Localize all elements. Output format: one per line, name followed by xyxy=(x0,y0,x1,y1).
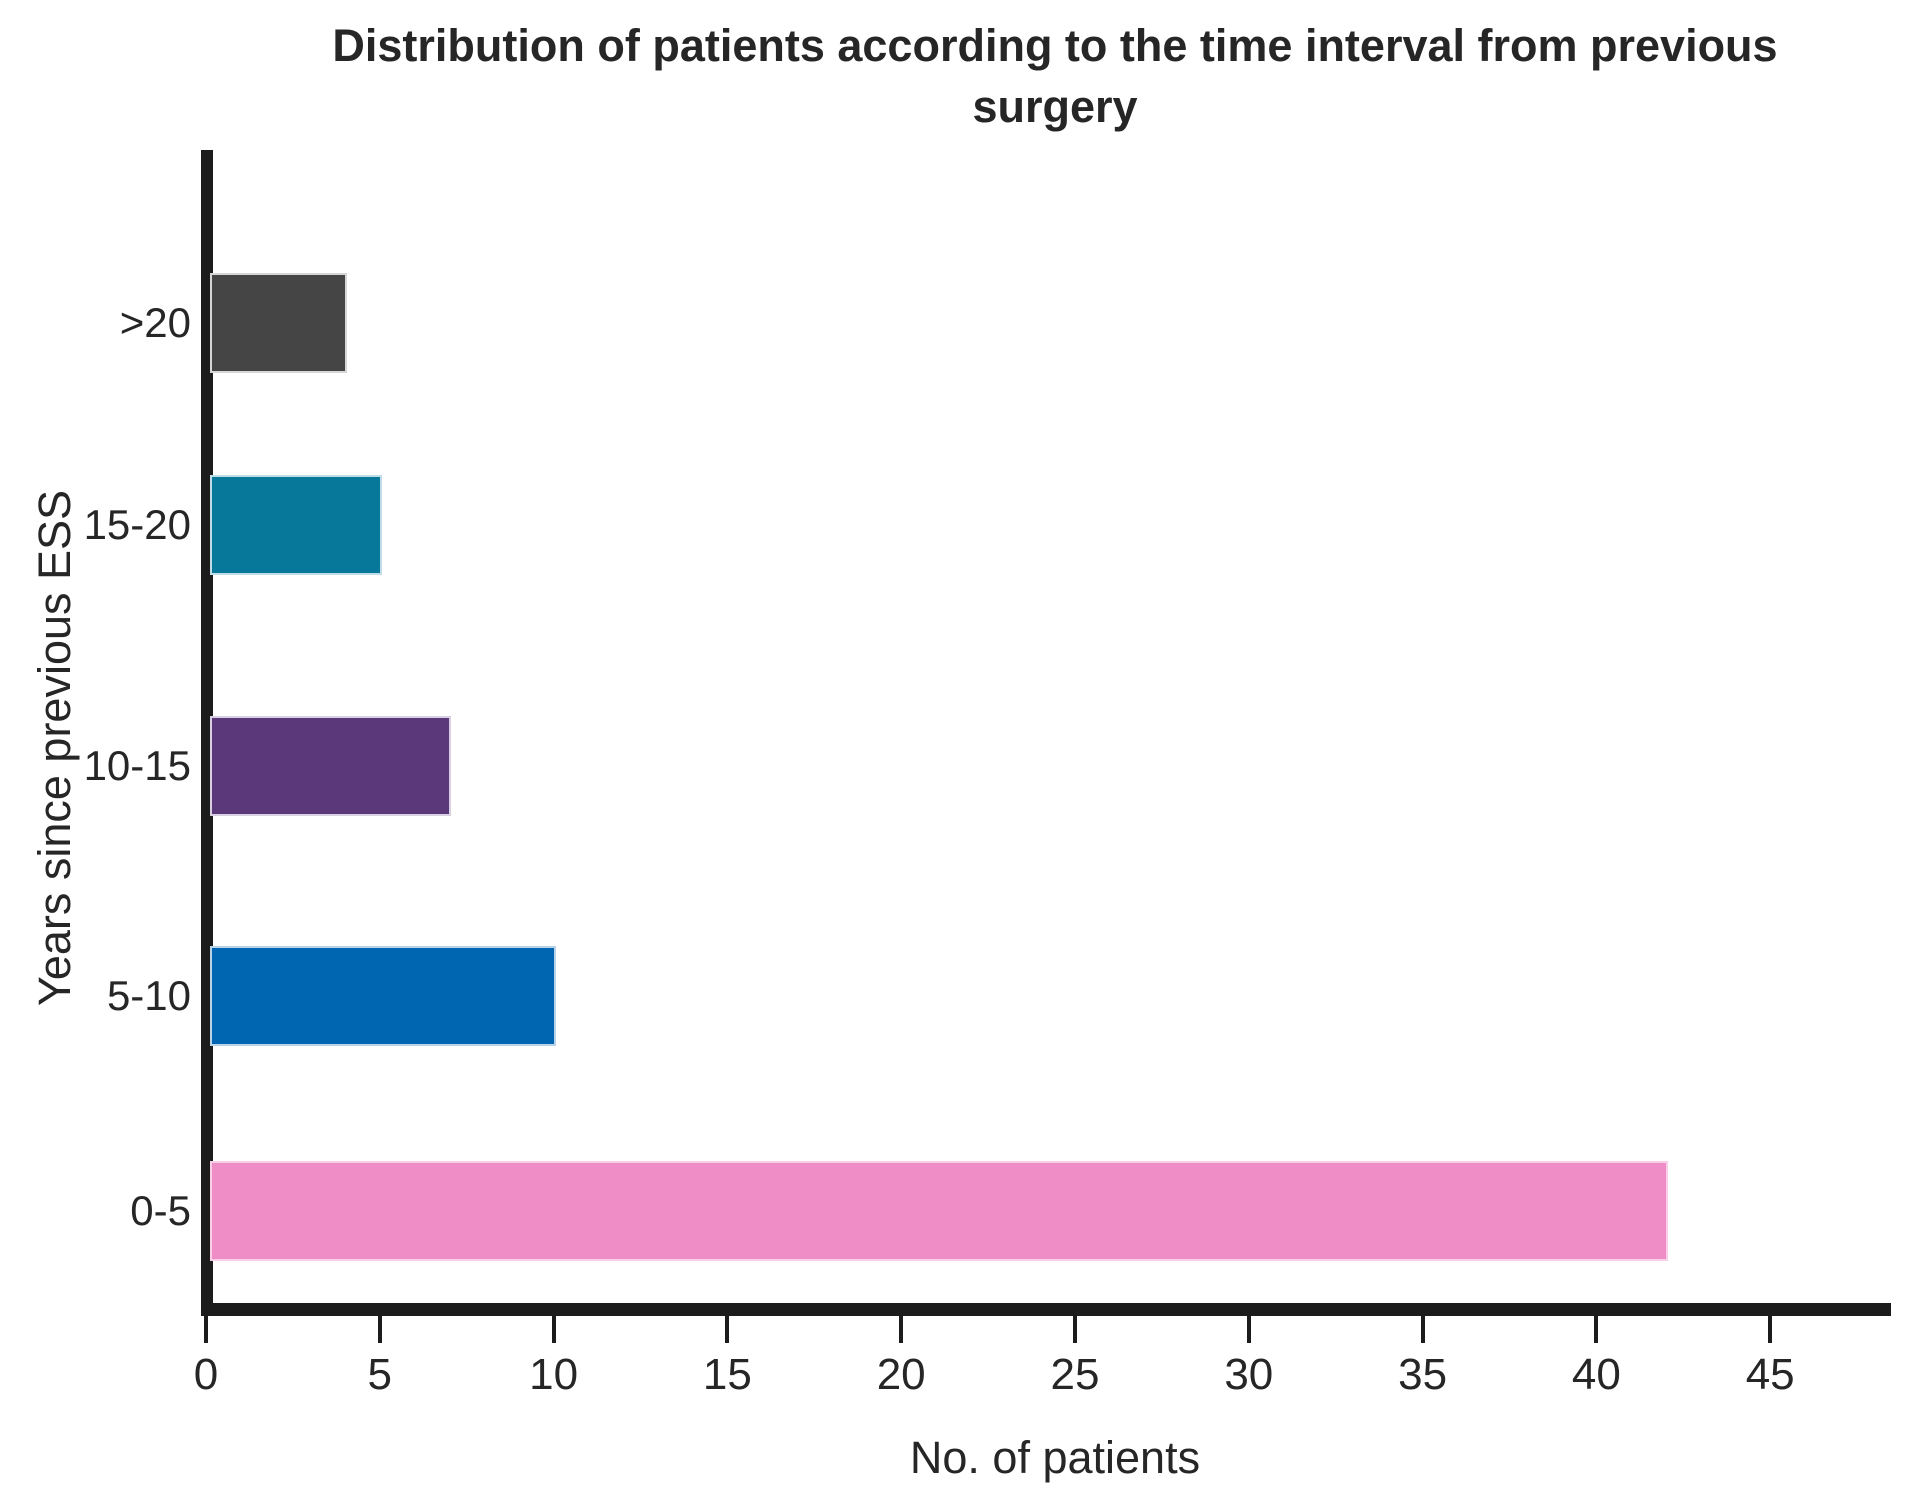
bar-5-10 xyxy=(212,948,554,1044)
x-tick-label: 35 xyxy=(1398,1350,1448,1399)
x-tick-label: 0 xyxy=(193,1350,219,1399)
x-axis-label: No. of patients xyxy=(909,1432,1201,1483)
chart-title: Distribution of patients according to th… xyxy=(210,16,1900,138)
x-tick xyxy=(1073,1316,1077,1343)
bar-10-15 xyxy=(212,718,449,814)
x-tick xyxy=(551,1316,556,1343)
x-tick xyxy=(725,1316,730,1343)
x-tick-label: 15 xyxy=(702,1350,752,1399)
x-axis-line xyxy=(201,1303,1891,1316)
x-tick-label: 30 xyxy=(1224,1350,1274,1399)
bar-15-20 xyxy=(212,477,380,573)
bar->20 xyxy=(212,275,345,371)
y-category-label: 10-15 xyxy=(83,742,191,789)
x-tick-label: 45 xyxy=(1745,1350,1795,1399)
x-tick-label: 20 xyxy=(876,1350,926,1399)
bar-0-5 xyxy=(212,1163,1666,1259)
y-category-label: 5-10 xyxy=(106,972,191,1019)
x-tick xyxy=(1246,1316,1251,1343)
x-tick xyxy=(1594,1316,1599,1343)
y-category-label: 0-5 xyxy=(130,1187,191,1234)
x-tick-label: 10 xyxy=(529,1350,579,1399)
x-tick xyxy=(899,1316,904,1343)
y-axis-line xyxy=(201,150,213,1315)
x-tick xyxy=(1768,1316,1773,1343)
x-tick xyxy=(1420,1316,1425,1343)
x-tick-label: 5 xyxy=(367,1350,393,1399)
chart-title-text: Distribution of patients according to th… xyxy=(332,20,1778,132)
x-tick xyxy=(204,1316,208,1343)
y-category-label: >20 xyxy=(119,299,191,346)
x-tick-label: 25 xyxy=(1050,1350,1100,1399)
y-category-label: 15-20 xyxy=(83,501,191,548)
x-tick-label: 40 xyxy=(1571,1350,1621,1399)
x-tick xyxy=(377,1316,382,1343)
